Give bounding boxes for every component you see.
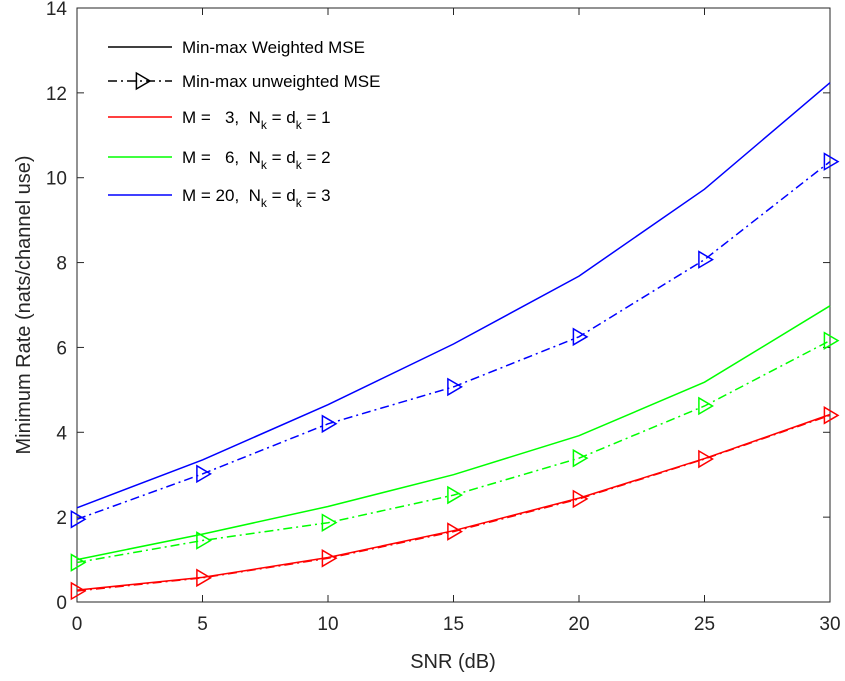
data-point-marker bbox=[572, 448, 589, 468]
series-3 bbox=[70, 331, 840, 572]
data-point-marker bbox=[447, 485, 463, 505]
y-tick-label: 0 bbox=[56, 593, 67, 614]
series-line bbox=[76, 161, 831, 521]
data-point-marker bbox=[823, 152, 840, 171]
data-point-marker bbox=[447, 377, 463, 397]
x-tick-label: 25 bbox=[694, 614, 715, 635]
legend-entry: M = 6, Nk = dk = 2 bbox=[108, 148, 331, 172]
legend-label: M = 20, Nk = dk = 3 bbox=[182, 186, 331, 210]
x-axis-label: SNR (dB) bbox=[410, 651, 496, 673]
series-line bbox=[76, 339, 831, 564]
data-point-marker bbox=[823, 331, 840, 350]
data-point-marker bbox=[70, 581, 87, 601]
data-point-marker bbox=[447, 522, 463, 541]
data-point-marker bbox=[196, 464, 212, 484]
data-point-marker bbox=[196, 531, 212, 550]
legend-marker bbox=[135, 71, 152, 91]
data-point-marker bbox=[321, 513, 338, 532]
y-tick-label: 8 bbox=[56, 254, 67, 275]
y-tick-label: 4 bbox=[56, 423, 67, 444]
y-tick-label: 10 bbox=[46, 169, 67, 190]
x-tick-label: 20 bbox=[568, 614, 589, 635]
x-tick-label: 10 bbox=[317, 614, 338, 635]
data-point-marker bbox=[572, 489, 589, 509]
series-2 bbox=[76, 305, 831, 561]
x-tick-label: 0 bbox=[72, 614, 83, 635]
y-axis-label: Minimum Rate (nats/channel use) bbox=[13, 155, 35, 454]
data-point-marker bbox=[698, 449, 714, 469]
legend: Min-max Weighted MSE Min-max unweighted M… bbox=[108, 38, 380, 210]
data-point-marker bbox=[70, 509, 87, 529]
legend-label: M = 3, Nk = dk = 1 bbox=[182, 108, 331, 132]
legend-entry: Min-max unweighted MSE bbox=[108, 71, 380, 91]
data-point-marker bbox=[196, 568, 212, 588]
x-tick-label: 15 bbox=[443, 614, 464, 635]
series-5 bbox=[70, 152, 840, 529]
x-tick-label: 30 bbox=[819, 614, 840, 635]
data-point-marker bbox=[823, 406, 840, 425]
series-line bbox=[76, 414, 831, 592]
y-tick-label: 6 bbox=[56, 338, 67, 359]
legend-label: Min-max unweighted MSE bbox=[182, 72, 380, 91]
plot-area bbox=[76, 7, 831, 603]
data-point-marker bbox=[698, 250, 714, 269]
series-1 bbox=[70, 406, 840, 601]
data-point-marker bbox=[321, 414, 338, 434]
data-point-marker bbox=[70, 553, 87, 572]
x-tick-label: 5 bbox=[197, 614, 208, 635]
y-tick-label: 14 bbox=[46, 0, 68, 20]
series-4 bbox=[76, 82, 831, 509]
series-line bbox=[76, 413, 831, 591]
axis-ticks: 0 5 10 15 20 25 30 0 2 4 6 8 10 12 14 bbox=[46, 0, 841, 635]
legend-entry: Min-max Weighted MSE bbox=[108, 38, 365, 57]
legend-label: M = 6, Nk = dk = 2 bbox=[182, 148, 331, 172]
series-layer bbox=[70, 82, 840, 601]
series-0 bbox=[76, 413, 831, 591]
series-line bbox=[76, 305, 831, 561]
y-tick-label: 12 bbox=[46, 84, 67, 105]
data-point-marker bbox=[321, 548, 338, 568]
legend-entry: M = 20, Nk = dk = 3 bbox=[108, 186, 331, 210]
data-point-marker bbox=[698, 396, 714, 416]
legend-entry: M = 3, Nk = dk = 1 bbox=[108, 108, 331, 132]
series-line bbox=[76, 82, 831, 509]
y-tick-label: 2 bbox=[56, 508, 67, 529]
data-point-marker bbox=[572, 327, 589, 347]
legend-label: Min-max Weighted MSE bbox=[182, 38, 365, 57]
